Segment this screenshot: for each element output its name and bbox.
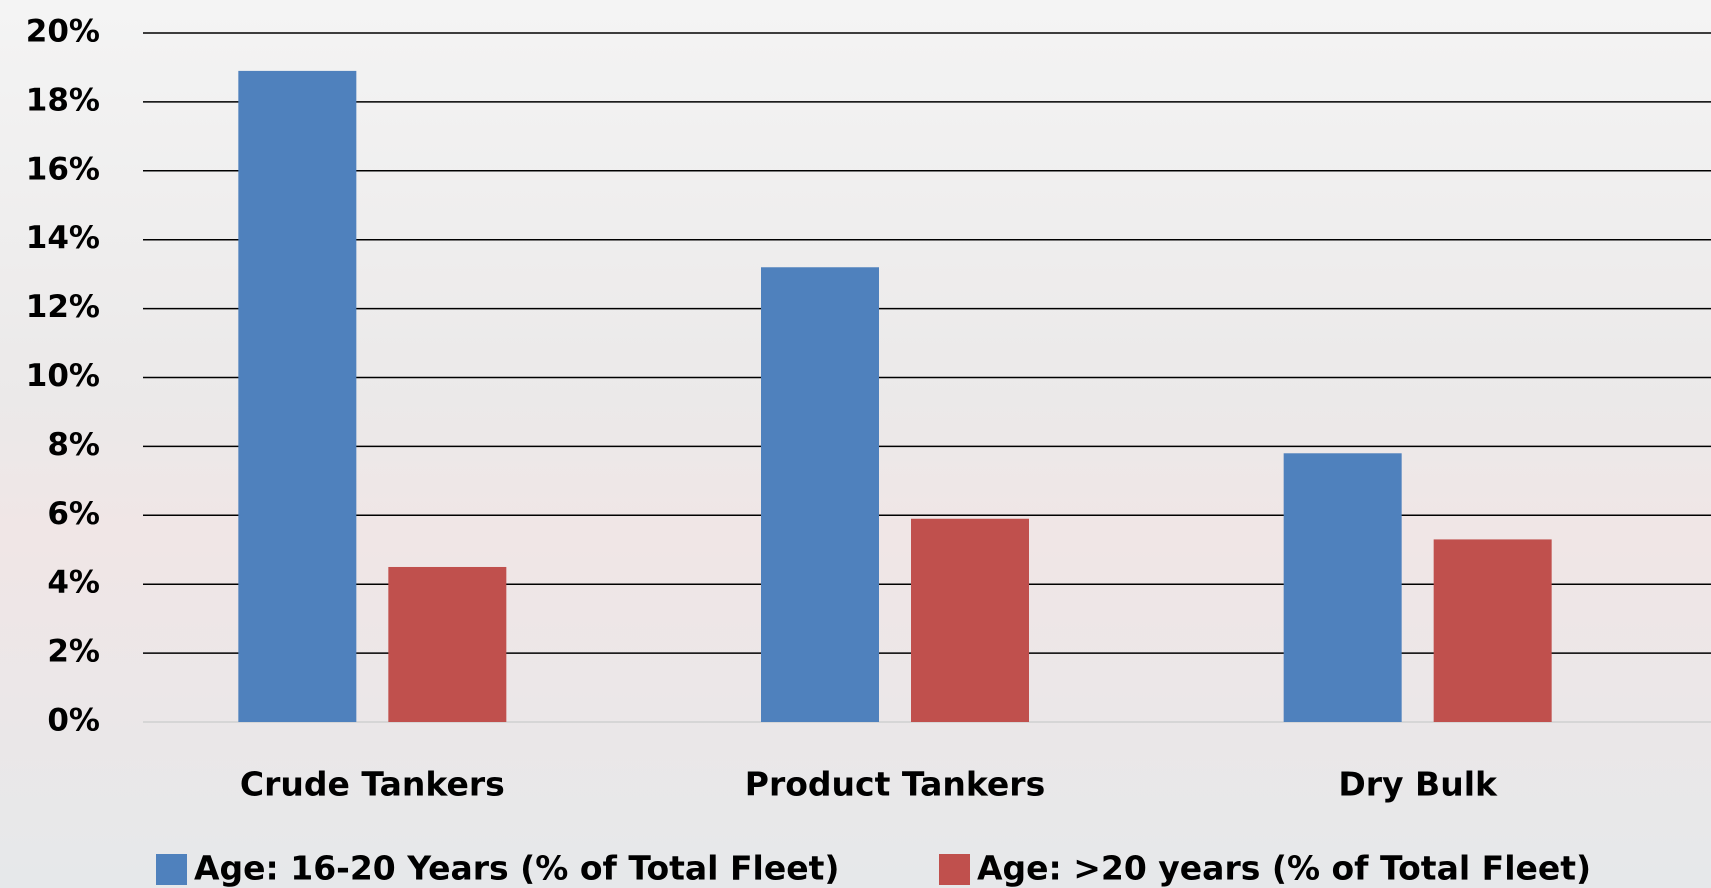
legend-swatch [156,854,187,885]
y-tick-label: 8% [47,427,100,463]
y-tick-label: 20% [26,14,100,50]
bar [238,71,356,722]
y-tick-label: 2% [47,634,100,670]
x-tick-label: Crude Tankers [240,765,505,804]
y-tick-label: 10% [26,358,100,394]
y-tick-label: 14% [26,220,100,256]
y-tick-label: 0% [47,703,100,739]
bar [761,267,879,722]
legend-label: Age: 16-20 Years (% of Total Fleet) [194,849,839,888]
y-tick-label: 6% [47,496,100,532]
bar [1284,453,1402,722]
chart: 0% 2% 4% 6% 8% 10% 12% 14% 16% 18% 20% Crude Tanker… [0,0,1711,888]
y-tick-label: 18% [26,82,100,118]
y-tick-label: 12% [26,289,100,325]
x-tick-label: Dry Bulk [1338,765,1498,804]
bar [388,567,506,722]
y-tick-label: 4% [47,565,100,601]
bar [1434,539,1552,722]
bar [911,519,1029,722]
x-tick-label: Product Tankers [745,765,1045,804]
y-tick-label: 16% [26,151,100,187]
legend-swatch [939,854,970,885]
legend-label: Age: >20 years (% of Total Fleet) [977,849,1591,888]
